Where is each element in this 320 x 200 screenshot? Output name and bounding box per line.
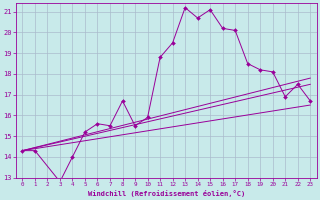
X-axis label: Windchill (Refroidissement éolien,°C): Windchill (Refroidissement éolien,°C)	[88, 190, 245, 197]
